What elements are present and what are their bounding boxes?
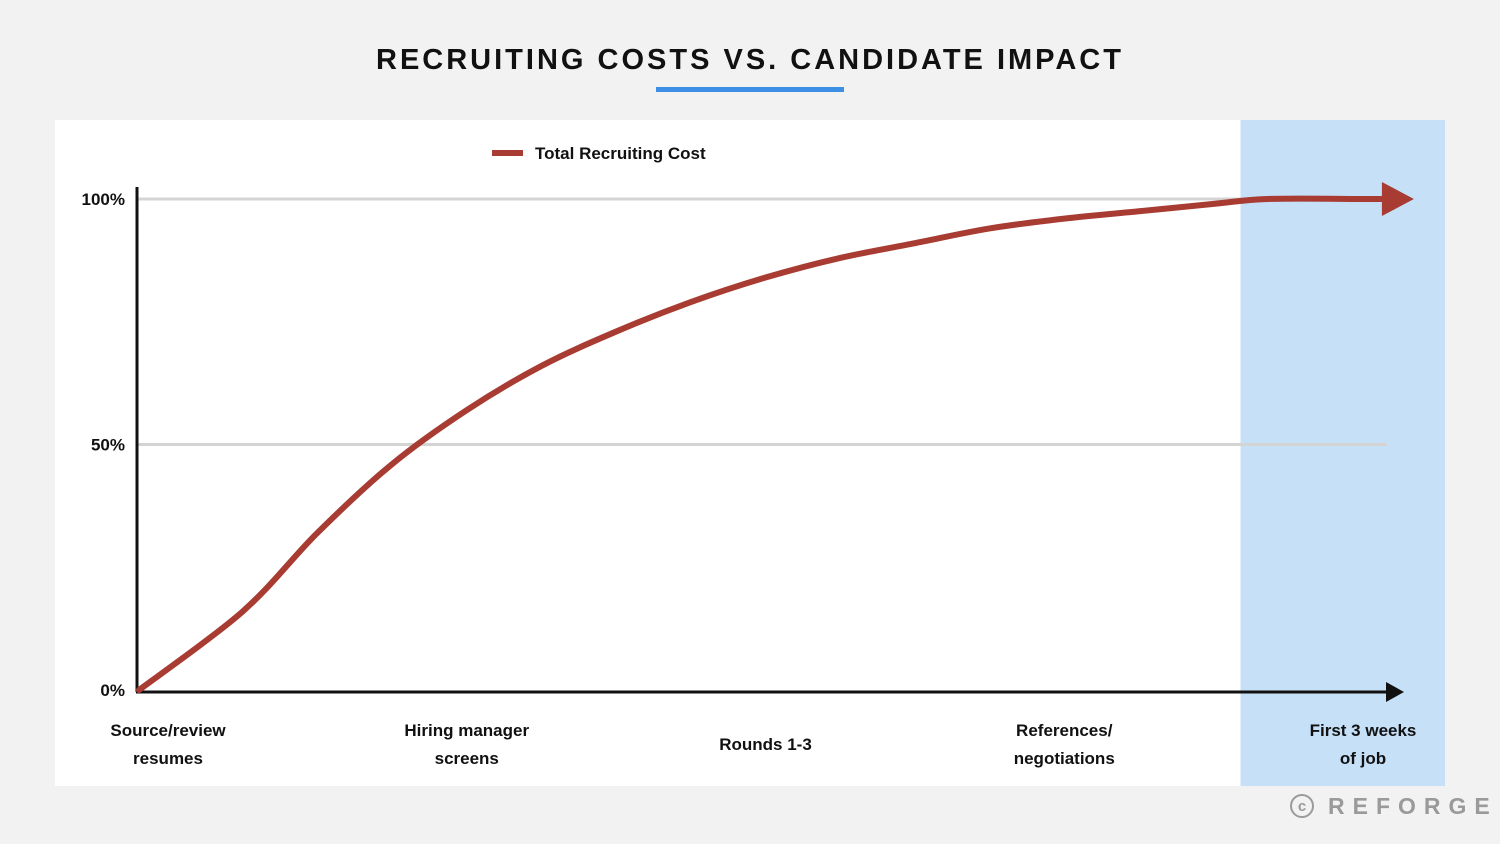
y-tick-label: 50% xyxy=(91,436,125,455)
series-layer xyxy=(136,182,1414,693)
x-tick-label-line: of job xyxy=(1340,749,1386,768)
x-tick-label: First 3 weeks of job xyxy=(1310,721,1417,768)
y-tick-label: 0% xyxy=(100,681,125,700)
brand-watermark: c REFORGE xyxy=(1290,790,1498,822)
x-tick-label: Rounds 1-3 xyxy=(719,735,812,754)
x-tick-label-line: Source/review xyxy=(110,721,226,740)
x-tick-label-line: References/ xyxy=(1016,721,1113,740)
x-tick-label-line: screens xyxy=(435,749,499,768)
page-title: RECRUITING COSTS VS. CANDIDATE IMPACT xyxy=(376,44,1124,76)
series-arrowhead xyxy=(1381,182,1414,216)
x-tick-label-line: negotiations xyxy=(1014,749,1115,768)
axis-layer xyxy=(135,187,1404,702)
series-line xyxy=(136,195,1387,693)
y-tick-label: 100% xyxy=(82,190,125,209)
copyright-icon: c xyxy=(1290,794,1314,818)
x-tick-label: Hiring manager screens xyxy=(404,721,529,768)
x-tick-label-line: Rounds 1-3 xyxy=(719,735,812,754)
x-tick-label: References/negotiations xyxy=(1014,721,1115,768)
highlight-band-layer xyxy=(1240,120,1445,786)
chart-panel xyxy=(55,120,1445,786)
legend: Total Recruiting Cost xyxy=(492,144,706,163)
x-tick-label-line: Hiring manager xyxy=(404,721,529,740)
x-axis-arrowhead xyxy=(1386,682,1404,702)
highlight-band xyxy=(1240,120,1445,786)
x-tick-label: Source/review resumes xyxy=(110,721,226,768)
x-tick-label-line: First 3 weeks xyxy=(1310,721,1417,740)
tick-label-layer: 0% 50% 100% Source/review resumes Hiring mana… xyxy=(82,190,1417,768)
grid-layer xyxy=(137,197,1387,446)
x-tick-label-line: resumes xyxy=(133,749,203,768)
title-underline xyxy=(656,87,844,92)
legend-label: Total Recruiting Cost xyxy=(535,144,706,163)
brand-name: REFORGE xyxy=(1328,792,1498,819)
